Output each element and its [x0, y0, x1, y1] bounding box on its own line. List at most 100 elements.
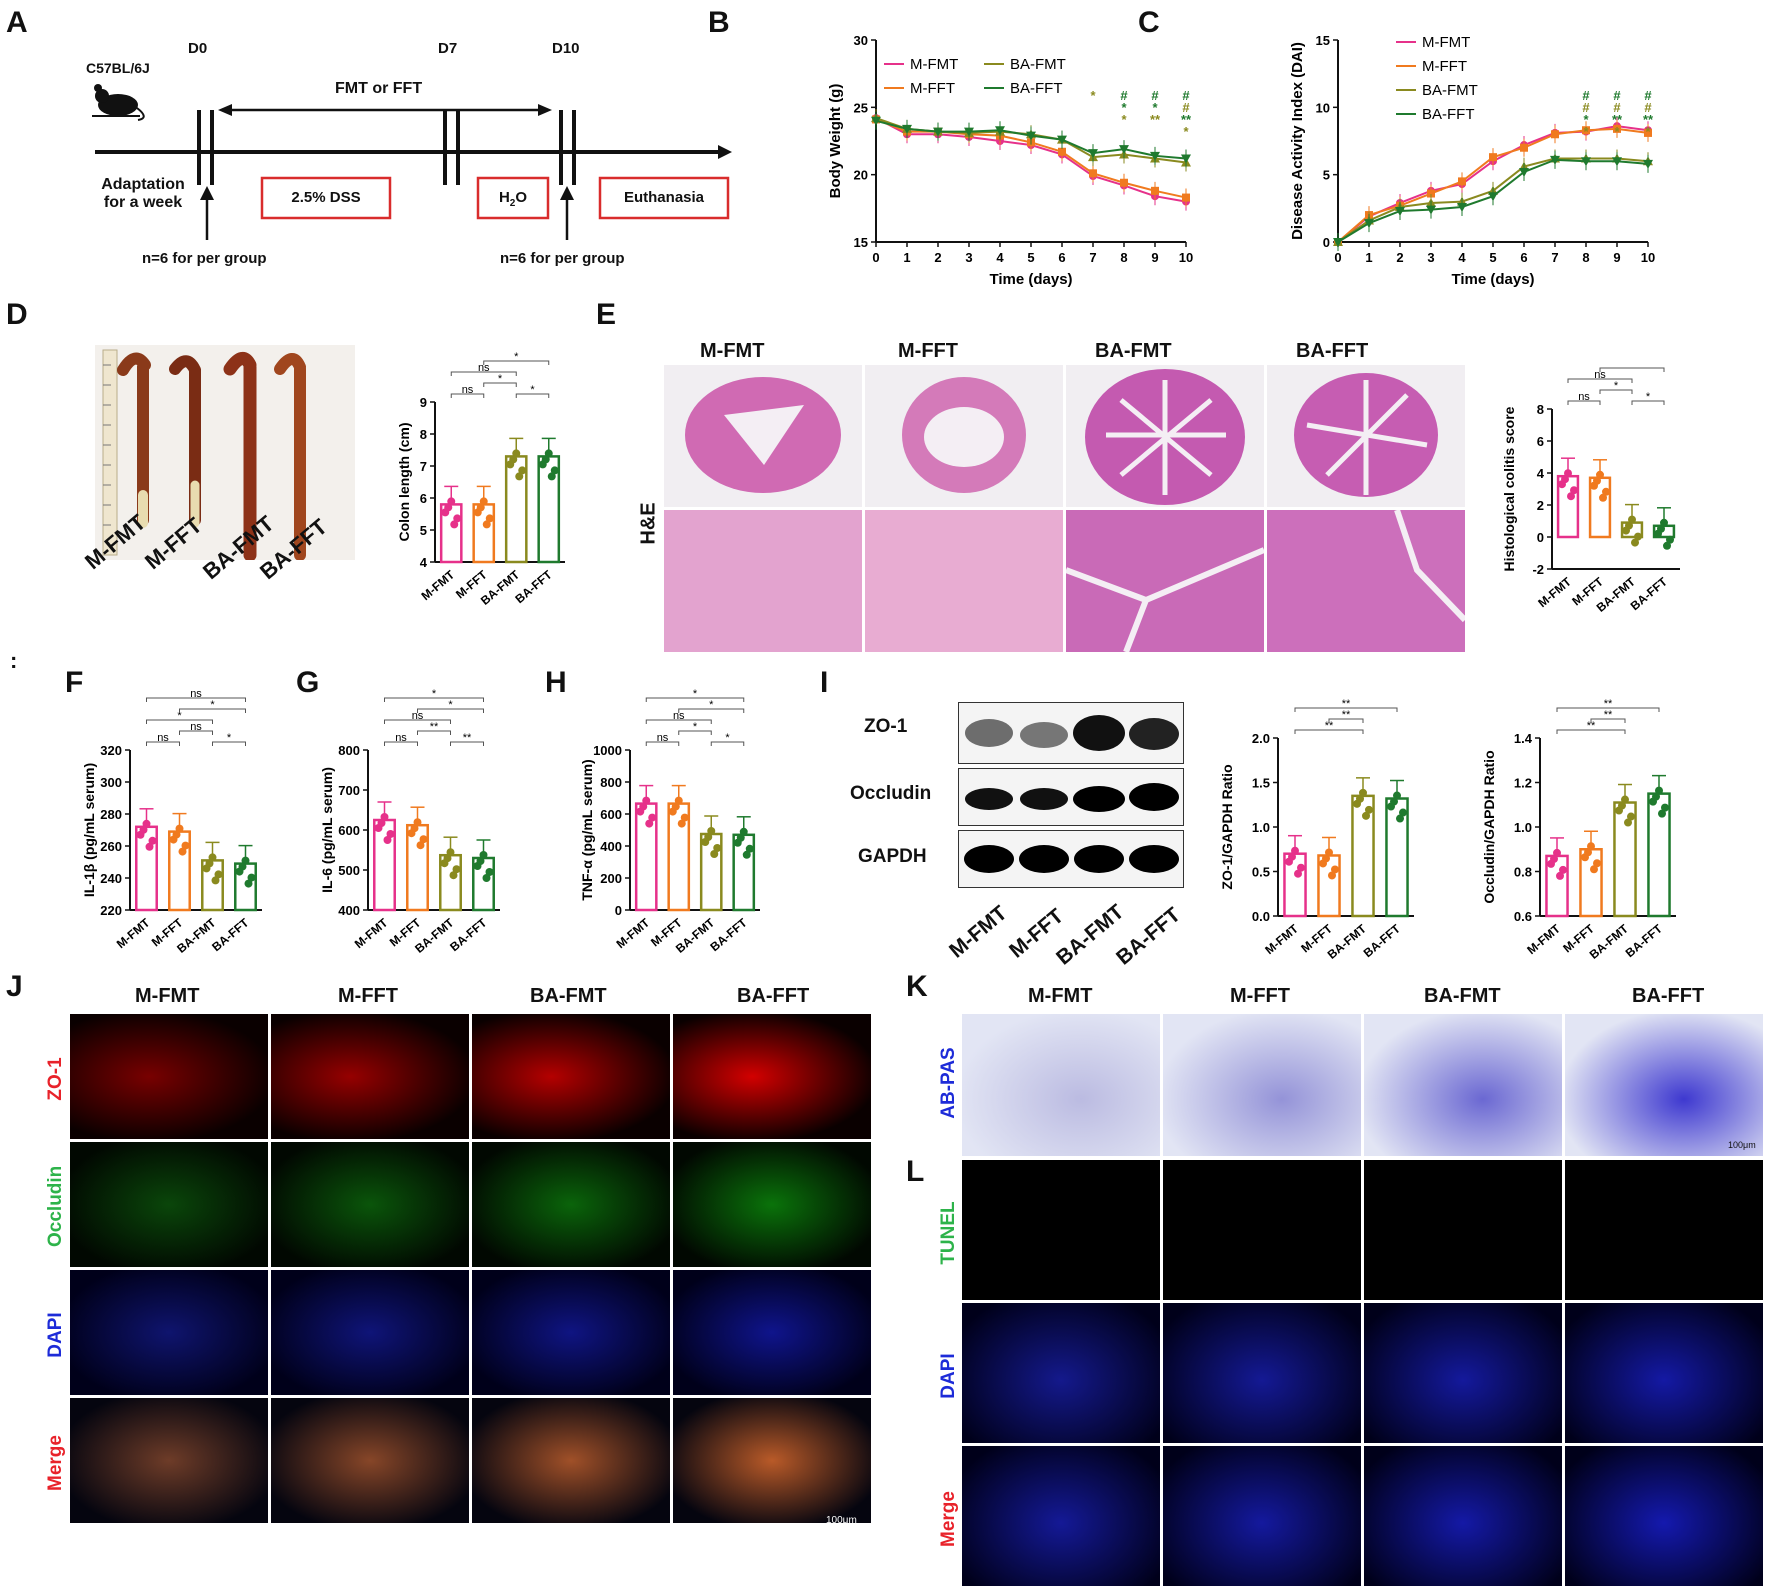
data-point: [145, 842, 154, 851]
data-point: [1399, 808, 1407, 817]
data-point: [1553, 848, 1561, 857]
blot-label-occludin: Occludin: [850, 783, 932, 804]
if-col-m-fmt: M-FMT: [135, 985, 200, 1007]
significance-mark: #: [1120, 88, 1128, 103]
y-tick-label: 5: [1323, 168, 1330, 183]
data-point: [1625, 521, 1633, 530]
significance-label: *: [210, 699, 215, 711]
d10-label: D10: [552, 40, 580, 57]
n-group-label-2: n=6 for per group: [500, 250, 625, 267]
significance-label: **: [1342, 698, 1351, 710]
significance-bracket: [1556, 729, 1626, 734]
gridKL-cell-r0-c2: [1364, 1014, 1562, 1156]
data-point: [444, 503, 453, 512]
if-row-label-zo-1: ZO-1: [45, 1057, 66, 1101]
data-point: [1621, 795, 1629, 804]
data-point: [1666, 535, 1674, 544]
if-row-label-dapi: DAPI: [45, 1312, 66, 1358]
data-point: [1393, 791, 1401, 800]
panel-label-j: J: [6, 970, 23, 1003]
data-point: [541, 455, 550, 464]
he-col-m-fmt: M-FMT: [700, 340, 765, 362]
y-axis-label: Disease Activity Index (DAI): [1289, 42, 1306, 240]
data-point: [1333, 238, 1343, 247]
blot-label-gapdh: GAPDH: [858, 846, 927, 867]
significance-bracket: [483, 360, 550, 365]
gridKL-cell-r0-c0: [962, 1014, 1160, 1156]
panel-label-stray: :: [10, 648, 18, 673]
euthanasia-box: [598, 176, 730, 220]
significance-mark: *: [1183, 124, 1189, 139]
y-tick-label: 800: [338, 743, 360, 758]
data-point: [547, 472, 556, 481]
x-tick-label: M-FMT: [352, 915, 391, 951]
x-tick-label: M-FMT: [1262, 921, 1301, 957]
y-tick-label: 400: [338, 903, 360, 918]
significance-mark: #: [1151, 88, 1159, 103]
y-axis-label: ZO-1/GAPDH Ratio: [1219, 764, 1235, 889]
blot-label-zo1: ZO-1: [864, 716, 908, 737]
x-tick-label: BA-FFT: [1628, 574, 1671, 613]
significance-mark: #: [1644, 88, 1652, 103]
pas-row-label-tunel: TUNEL: [938, 1201, 959, 1265]
significance-bracket: [384, 741, 418, 746]
data-point: [214, 870, 223, 879]
significance-bracket: [450, 371, 517, 376]
data-point: [1593, 476, 1601, 485]
if-col-ba-fft: BA-FFT: [737, 985, 810, 1007]
data-point: [453, 514, 462, 523]
significance-label: *: [1646, 391, 1651, 403]
panel-label-c: C: [1138, 6, 1160, 39]
data-point: [1294, 869, 1302, 878]
data-point: [1519, 167, 1529, 177]
gridJ-cell-r2-c3: [673, 1270, 871, 1395]
gridJ-cell-r3-c2: [472, 1398, 670, 1523]
if-col-m-fft: M-FFT: [338, 985, 398, 1007]
blot-col-m-fmt: M-FMT: [945, 901, 1012, 963]
significance-bracket: [1328, 718, 1364, 723]
data-point: [1556, 871, 1564, 880]
x-tick-label: 8: [1120, 250, 1127, 265]
significance-mark: *: [1645, 124, 1651, 139]
il1b-chart: 220240260280300320M-FMTM-FFTBA-FMTBA-FFT…: [81, 688, 262, 956]
colon-photo-drawing: [102, 349, 306, 560]
he-detail-m-fmt: [664, 510, 862, 652]
y-tick-label: 800: [600, 775, 622, 790]
significance-label: **: [1604, 698, 1613, 710]
data-point: [139, 825, 148, 834]
data-point: [1120, 178, 1128, 187]
significance-bracket: [483, 382, 517, 387]
data-point: [1581, 157, 1591, 167]
data-point: [241, 856, 250, 865]
data-point: [742, 850, 751, 859]
significance-mark: *: [1121, 100, 1127, 115]
significance-label: *: [693, 721, 698, 733]
significance-bracket: [1599, 389, 1633, 394]
he-col-m-fft: M-FFT: [898, 340, 958, 362]
significance-bracket: [645, 697, 745, 702]
x-tick-label: 0: [872, 250, 879, 265]
y-tick-label: 0.0: [1252, 909, 1270, 924]
data-point: [386, 830, 395, 838]
gridJ-cell-r3-c0: [70, 1398, 268, 1523]
significance-label: ns: [190, 688, 202, 700]
y-tick-label: 1.2: [1514, 776, 1532, 791]
h2o-label: H2O: [498, 189, 528, 209]
pas-col-m-fmt: M-FMT: [1028, 985, 1093, 1007]
data-point: [1457, 202, 1467, 212]
data-point: [515, 472, 524, 481]
data-point: [208, 853, 217, 862]
data-point: [1297, 863, 1305, 872]
gridJ-cell-r1-c3: [673, 1142, 871, 1267]
y-axis-label: Histological colitis score: [1502, 406, 1517, 571]
significance-bracket: [1556, 707, 1660, 712]
data-point: [416, 841, 425, 850]
y-tick-label: 1.5: [1252, 776, 1270, 791]
data-point: [1627, 812, 1635, 821]
data-point: [518, 466, 527, 475]
significance-label: *: [709, 699, 714, 711]
if-row-label-occludin: Occludin: [45, 1165, 66, 1247]
pas-col-ba-fft: BA-FFT: [1632, 985, 1705, 1007]
he-col-ba-fmt: BA-FMT: [1095, 340, 1172, 362]
x-tick-label: 1: [903, 250, 910, 265]
